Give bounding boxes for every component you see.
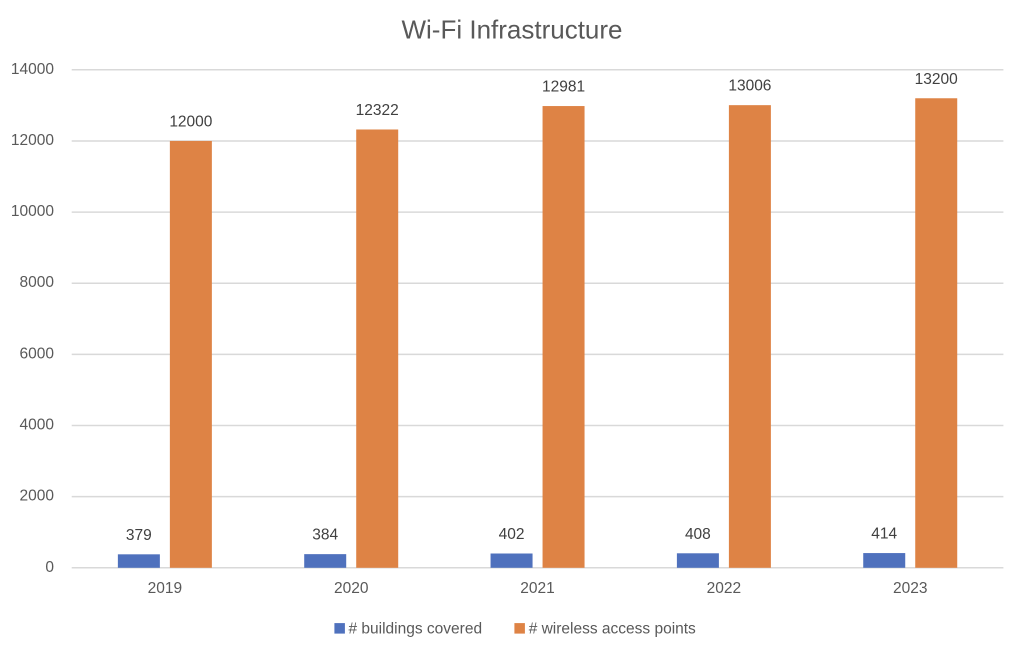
svg-text:414: 414 [871, 526, 897, 543]
svg-text:408: 408 [685, 526, 711, 543]
svg-text:13006: 13006 [728, 78, 771, 95]
svg-text:13200: 13200 [915, 71, 958, 88]
svg-text:10000: 10000 [11, 203, 54, 220]
svg-text:384: 384 [312, 527, 338, 544]
svg-text:4000: 4000 [20, 417, 55, 434]
svg-text:# buildings covered: # buildings covered [349, 621, 483, 638]
svg-text:2023: 2023 [893, 580, 927, 597]
svg-text:12322: 12322 [356, 102, 399, 119]
svg-text:12981: 12981 [542, 79, 585, 96]
svg-text:6000: 6000 [20, 345, 55, 362]
svg-text:12000: 12000 [169, 113, 212, 130]
svg-text:379: 379 [126, 527, 152, 544]
svg-text:2020: 2020 [334, 580, 369, 597]
svg-text:14000: 14000 [11, 61, 54, 78]
svg-text:Wi-Fi Infrastructure: Wi-Fi Infrastructure [401, 14, 622, 44]
svg-text:# wireless access points: # wireless access points [529, 621, 696, 638]
svg-text:8000: 8000 [20, 274, 55, 291]
svg-text:12000: 12000 [11, 132, 54, 149]
svg-text:2021: 2021 [520, 580, 554, 597]
svg-text:402: 402 [499, 526, 525, 543]
svg-text:2000: 2000 [20, 488, 55, 505]
svg-text:0: 0 [45, 559, 54, 576]
svg-text:2019: 2019 [148, 580, 182, 597]
svg-text:2022: 2022 [707, 580, 741, 597]
